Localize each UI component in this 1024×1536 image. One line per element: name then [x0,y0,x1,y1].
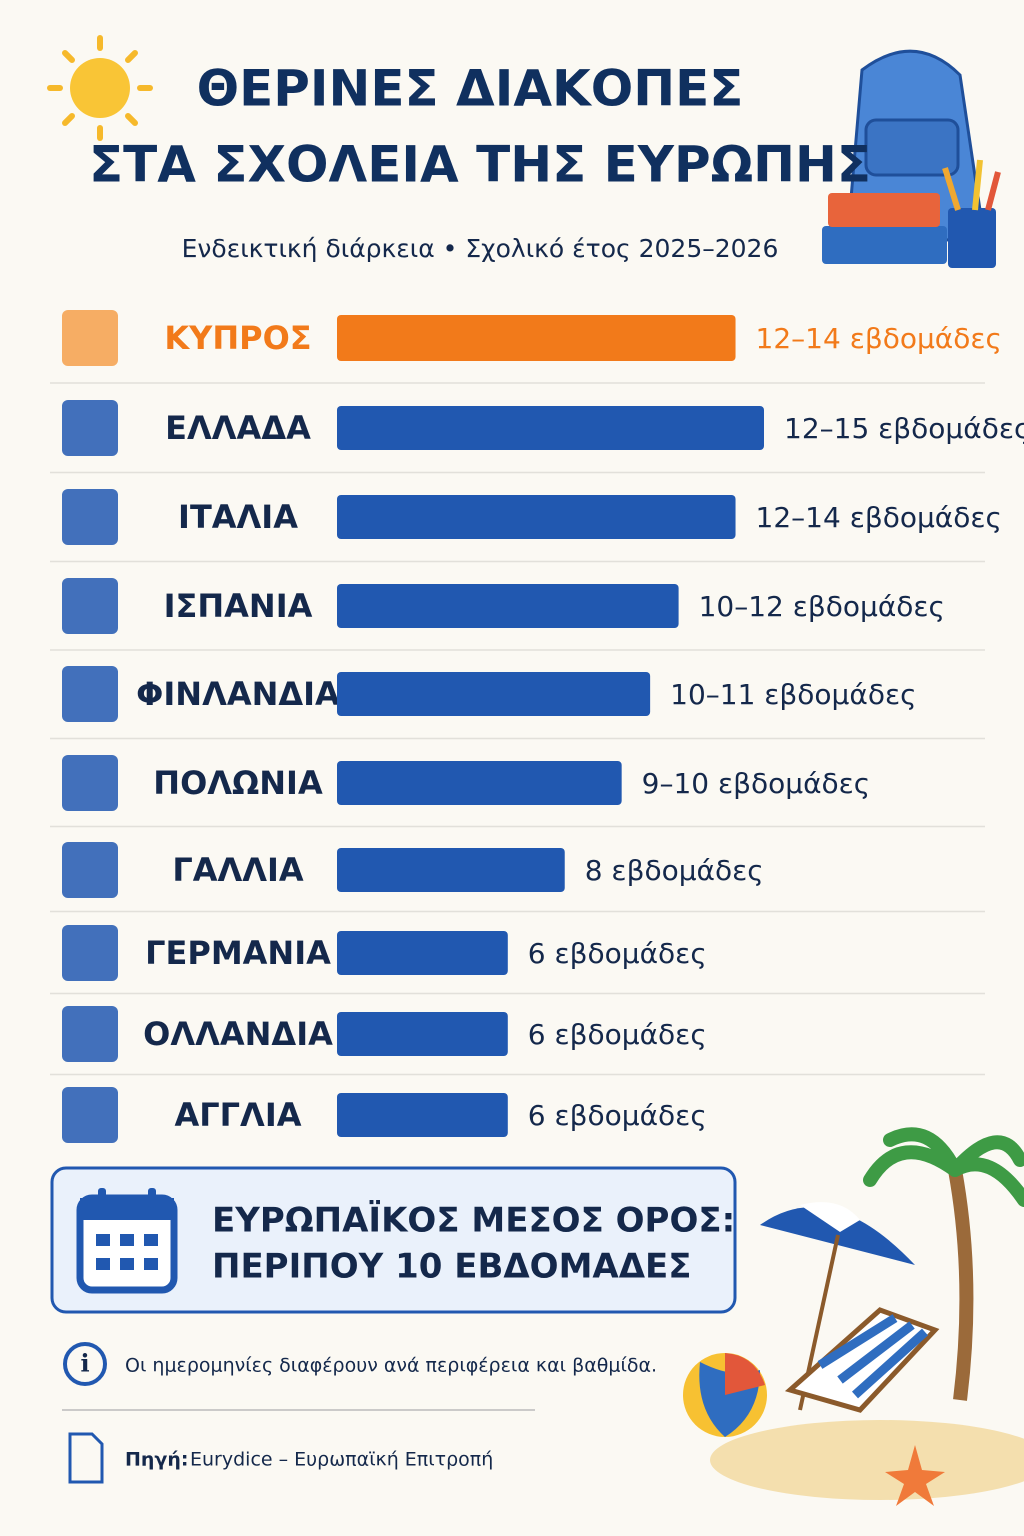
beach-illustration [683,1127,1024,1506]
info-i: i [80,1349,89,1378]
landmark-icon [62,310,118,366]
category-label: ΙΣΠΑΝΙΑ [164,587,313,625]
title-line: ΘΕΡΙΝΕΣ ΔΙΑΚΟΠΕΣ [197,60,744,118]
value-label: 10–11 εβδομάδες [670,678,916,711]
average-box [50,1166,737,1314]
category-label: ΚΥΠΡΟΣ [164,319,311,357]
category-label: ΦΙΝΛΑΝΔΙΑ [136,675,340,713]
value-label: 9–10 εβδομάδες [642,767,871,800]
source-label: Πηγή: [125,1449,189,1471]
bar [337,1012,508,1056]
landmark-icon [62,1087,118,1143]
category-label: ΠΟΛΩΝΙΑ [153,764,323,802]
landmark-icon [62,842,118,898]
landmark-icon [62,489,118,545]
sun-icon [47,35,153,141]
bar [337,931,508,975]
category-label: ΓΕΡΜΑΝΙΑ [145,934,331,972]
average-line: ΠΕΡΙΠΟΥ 10 ΕΒΔΟΜΑΔΕΣ [212,1247,692,1287]
title-line: ΣΤΑ ΣΧΟΛΕΙΑ ΤΗΣ ΕΥΡΩΠΗΣ [89,136,871,194]
category-label: ΓΑΛΛΙΑ [172,851,304,889]
value-label: 6 εβδομάδες [528,1099,707,1132]
value-label: 6 εβδομάδες [528,1018,707,1051]
category-label: ΕΛΛΑΔΑ [165,409,311,447]
calendar-icon [76,1188,178,1294]
bar [337,761,622,805]
value-label: 10–12 εβδομάδες [699,590,945,623]
value-label: 12–15 εβδομάδες [784,412,1024,445]
bar [337,1093,508,1137]
bar [337,672,651,716]
document-icon [68,1432,104,1484]
source: Eurydice – Ευρωπαϊκή Επιτροπή [190,1449,493,1471]
subtitle: Ενδεικτική διάρκεια • Σχολικό έτος 2025–… [182,234,779,263]
bar [337,584,679,628]
landmark-icon [62,578,118,634]
landmark-icon [62,755,118,811]
note: Οι ημερομηνίες διαφέρουν ανά περιφέρεια … [125,1355,657,1377]
landmark-icon [62,400,118,456]
bar [337,495,736,539]
school-icon [822,49,1001,268]
value-label: 6 εβδομάδες [528,937,707,970]
value-label: 8 εβδομάδες [585,854,764,887]
average-line: ΕΥΡΩΠΑΪΚΟΣ ΜΕΣΟΣ ΟΡΟΣ: [212,1200,735,1241]
info-icon [63,1342,107,1386]
value-label: 12–14 εβδομάδες [756,501,1002,534]
landmark-icon [62,666,118,722]
value-label: 12–14 εβδομάδες [756,322,1002,355]
landmark-icon [62,1006,118,1062]
bar [337,848,565,892]
bar [337,406,764,450]
bar [337,315,736,361]
landmark-icon [62,925,118,981]
category-label: ΑΓΓΛΙΑ [175,1096,302,1134]
bar-rows: ΚΥΠΡΟΣ 12–14 εβδομάδες ΕΛΛΑΔΑ 12–15 εβδομάδ… [50,310,1024,1143]
category-label: ΙΤΑΛΙΑ [178,498,298,536]
category-label: ΟΛΛΑΝΔΙΑ [143,1015,333,1053]
